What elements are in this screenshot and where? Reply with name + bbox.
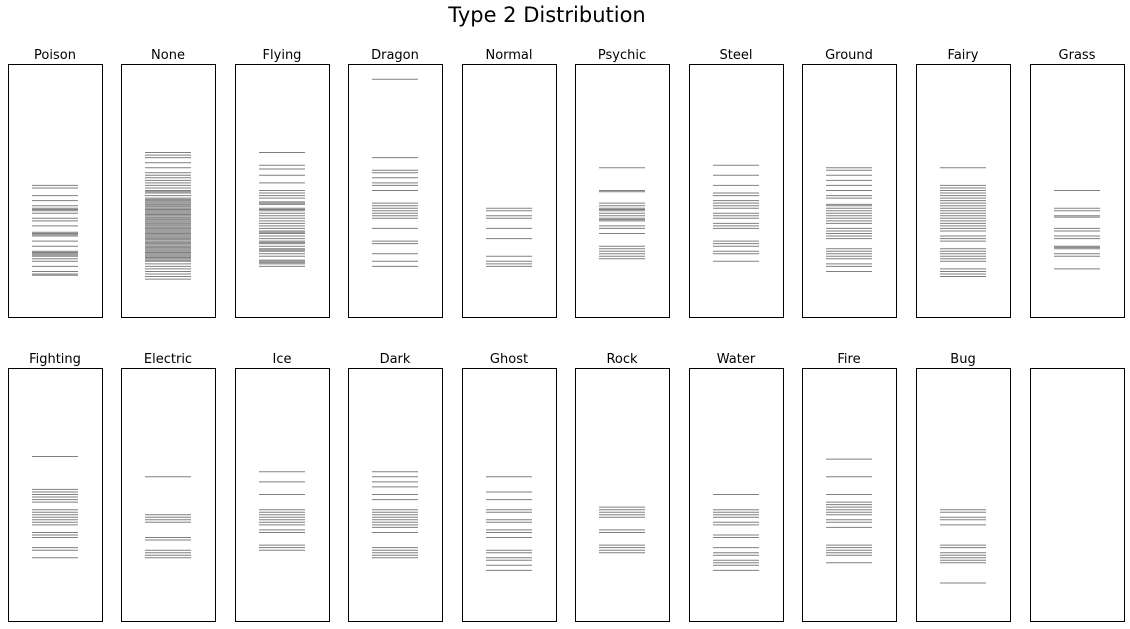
panel-steel: Steel [689,48,784,318]
panel-frame-normal [462,64,557,318]
panel-title-dark: Dark [380,352,411,367]
panel-title-water: Water [717,352,756,367]
panel-water: Water [689,352,784,622]
panel-ground: Ground [802,48,897,318]
panel-title-fairy: Fairy [948,48,979,63]
panel-frame-ghost [462,368,557,622]
panel-title-fire: Fire [837,352,860,367]
panel-rock: Rock [575,352,670,622]
panel-title-psychic: Psychic [598,48,646,63]
panel-frame-flying [235,64,330,318]
panel-title-fighting: Fighting [29,352,81,367]
panel-normal: Normal [462,48,557,318]
panel-fighting: Fighting [8,352,103,622]
panel-frame-fighting [8,368,103,622]
panel-frame-grass [1030,64,1125,318]
panel-dragon: Dragon [348,48,443,318]
panel-title-electric: Electric [144,352,192,367]
panel-empty [1030,368,1125,622]
panel-title-poison: Poison [34,48,76,63]
panel-title-steel: Steel [720,48,753,63]
panel-frame-rock [575,368,670,622]
panel-frame-electric [121,368,216,622]
panel-frame-poison [8,64,103,318]
panel-title-ice: Ice [273,352,292,367]
panel-frame-water [689,368,784,622]
panel-title-flying: Flying [263,48,302,63]
panel-psychic: Psychic [575,48,670,318]
panel-title-ground: Ground [825,48,873,63]
panel-bug: Bug [916,352,1011,622]
panel-frame-steel [689,64,784,318]
panel-title-bug: Bug [950,352,975,367]
panel-frame-empty [1030,368,1125,622]
panel-frame-dragon [348,64,443,318]
panel-frame-ice [235,368,330,622]
panel-title-grass: Grass [1059,48,1096,63]
panel-ghost: Ghost [462,352,557,622]
panel-fairy: Fairy [916,48,1011,318]
panel-grid: Poison None Flying Dragon Normal Psychic Steel… [8,48,1125,622]
figure-title: Type 2 Distribution [447,3,645,27]
panel-frame-none [121,64,216,318]
panel-frame-dark [348,368,443,622]
panel-fire: Fire [802,352,897,622]
panel-none: None [121,48,216,318]
panel-title-ghost: Ghost [490,352,528,367]
panel-title-dragon: Dragon [371,48,419,63]
panel-frame-fairy [916,64,1011,318]
panel-frame-bug [916,368,1011,622]
panel-electric: Electric [121,352,216,622]
panel-grass: Grass [1030,48,1125,318]
panel-flying: Flying [235,48,330,318]
panel-dark: Dark [348,352,443,622]
panel-title-none: None [151,48,185,63]
panel-title-rock: Rock [606,352,638,367]
panel-ice: Ice [235,352,330,622]
panel-poison: Poison [8,48,103,318]
panel-frame-psychic [575,64,670,318]
panel-frame-ground [802,64,897,318]
panel-title-normal: Normal [485,48,532,63]
panel-frame-fire [802,368,897,622]
